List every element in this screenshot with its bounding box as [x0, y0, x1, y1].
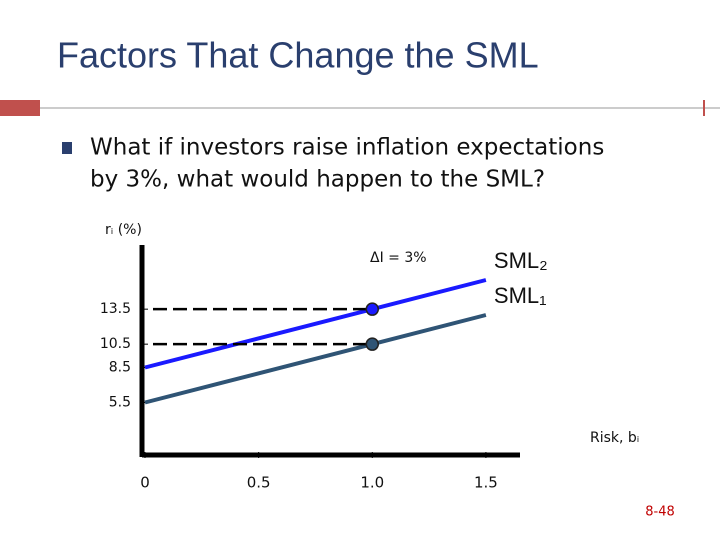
bullet-text: What if investors raise inflation expect… — [90, 135, 604, 161]
series-line — [144, 278, 487, 370]
y-tick-label: 13.5 — [100, 301, 131, 317]
y-tick-label: 10.5 — [100, 336, 131, 352]
x-axis-label: Risk, bᵢ — [590, 430, 639, 446]
y-tick-label: 8.5 — [109, 360, 131, 376]
legend-label: SML₂ — [494, 248, 548, 273]
slide-title: Factors That Change the SML — [57, 35, 539, 76]
x-tick-label: 1.0 — [360, 474, 384, 492]
legend-label: SML₁ — [494, 283, 547, 308]
point-marker — [365, 302, 380, 316]
series-line — [144, 313, 487, 405]
x-tick-label: 0 — [140, 474, 150, 492]
bullet-text: by 3%, what would happen to the SML? — [90, 167, 545, 193]
x-tick-label: 1.5 — [474, 474, 498, 492]
x-tick-label: 0.5 — [247, 474, 271, 492]
accent-bar — [0, 100, 40, 116]
bullet-marker — [62, 142, 72, 154]
y-axis-label: rᵢ (%) — [105, 222, 142, 238]
accent-tick — [703, 100, 705, 116]
page-number: 8-48 — [645, 505, 675, 520]
point-marker — [365, 337, 380, 351]
annotation: ΔI = 3% — [370, 250, 427, 266]
y-tick-label: 5.5 — [109, 395, 131, 411]
